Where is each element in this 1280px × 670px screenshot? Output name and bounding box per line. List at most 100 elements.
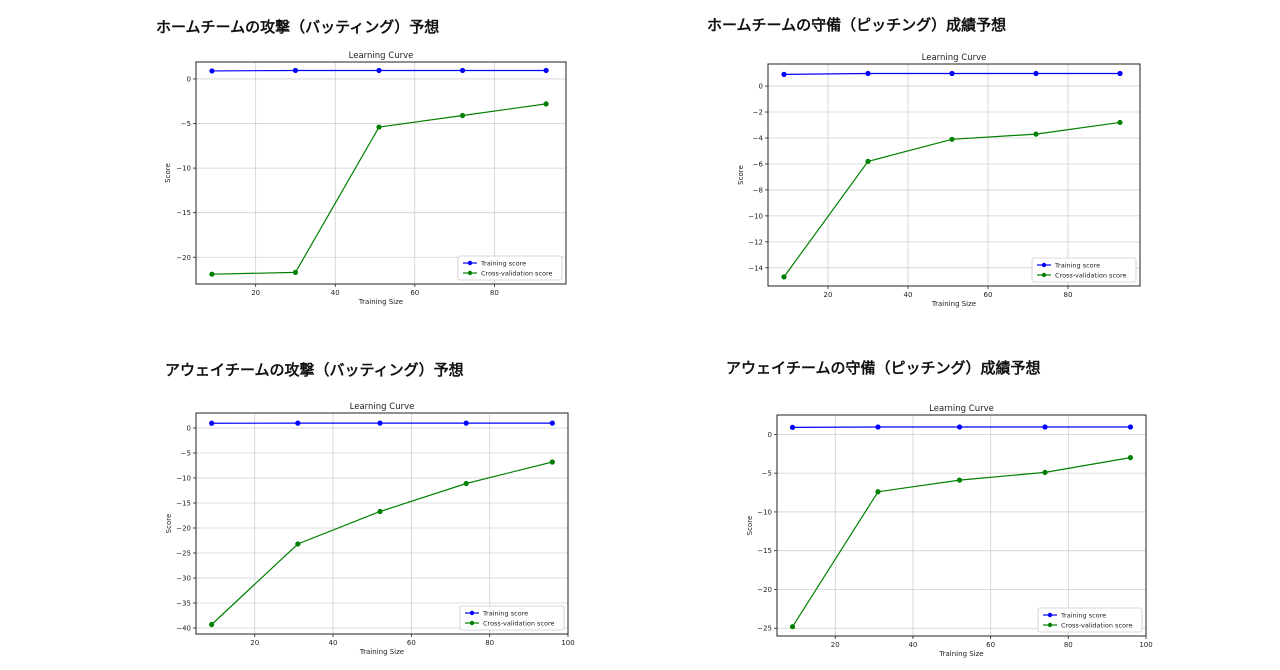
y-tick-label: −20 <box>757 586 772 594</box>
x-tick-label: 100 <box>561 639 574 647</box>
y-tick-label: −30 <box>176 575 191 583</box>
panel-title-home-batting: ホームチームの攻撃（バッティング）予想 <box>156 18 440 36</box>
plot-area-frame <box>776 414 1147 637</box>
legend-box <box>459 605 565 631</box>
y-tick-label: −10 <box>757 508 772 516</box>
data-point-cross-validation <box>1117 119 1123 126</box>
data-point-training <box>459 67 466 74</box>
legend-swatch-marker <box>1047 612 1053 618</box>
legend-label: Cross-validation score <box>481 270 553 278</box>
legend-label: Training score <box>482 610 528 618</box>
legend-label: Training score <box>480 260 526 268</box>
data-point-cross-validation <box>377 508 383 515</box>
y-tick-label: −5 <box>181 120 191 128</box>
x-tick-label: 40 <box>331 289 340 297</box>
data-point-cross-validation <box>549 459 555 465</box>
data-point-training <box>865 70 871 77</box>
data-point-training <box>1127 424 1134 430</box>
data-point-cross-validation <box>209 271 215 277</box>
y-tick-label: −5 <box>762 470 772 478</box>
x-axis-label: Training Size <box>938 650 983 658</box>
x-tick-label: 80 <box>485 639 494 647</box>
data-point-training <box>1117 70 1123 77</box>
y-tick-label: −2 <box>753 109 763 117</box>
y-tick-label: 0 <box>187 75 191 83</box>
legend-label: Training score <box>1060 612 1106 620</box>
legend-label: Cross-validation score <box>483 620 555 628</box>
data-point-cross-validation <box>459 112 466 119</box>
data-point-training <box>209 420 215 426</box>
y-tick-label: 0 <box>187 425 191 433</box>
chart-title: Learning Curve <box>929 404 994 414</box>
plot-area-frame <box>195 61 567 285</box>
data-point-training <box>543 67 549 74</box>
y-tick-label: −8 <box>753 186 763 194</box>
y-tick-label: −15 <box>757 547 772 555</box>
data-point-training <box>295 420 301 426</box>
data-point-cross-validation <box>949 136 955 142</box>
data-point-cross-validation <box>1127 455 1134 461</box>
legend-swatch-marker <box>469 620 475 626</box>
legend-swatch-marker <box>1041 262 1047 268</box>
y-tick-label: 0 <box>759 83 763 91</box>
x-axis-label: Training Size <box>358 298 403 306</box>
y-tick-label: −20 <box>176 254 191 262</box>
x-tick-label: 60 <box>986 641 995 649</box>
data-point-cross-validation <box>376 124 382 130</box>
y-tick-label: −14 <box>748 264 763 272</box>
x-tick-label: 60 <box>410 289 419 297</box>
data-point-training <box>949 70 955 77</box>
data-point-cross-validation <box>463 480 469 487</box>
data-point-training <box>956 424 963 430</box>
y-tick-label: −35 <box>176 600 191 608</box>
chart-title: Learning Curve <box>922 53 987 63</box>
data-point-training <box>292 67 299 74</box>
chart-title: Learning Curve <box>350 402 415 412</box>
x-tick-label: 100 <box>1139 641 1152 649</box>
legend-label: Cross-validation score <box>1061 622 1133 630</box>
panel-title-home-pitching: ホームチームの守備（ピッチング）成績予想 <box>707 16 1007 34</box>
x-tick-label: 20 <box>251 289 260 297</box>
x-axis-label: Training Size <box>931 300 976 308</box>
legend-swatch-marker <box>467 260 473 266</box>
x-tick-label: 40 <box>908 641 917 649</box>
plot-area-frame <box>195 412 569 635</box>
plot-area-frame <box>767 63 1141 287</box>
x-tick-label: 40 <box>904 291 913 299</box>
y-tick-label: −40 <box>176 625 191 633</box>
y-axis-label: Score <box>164 163 172 183</box>
x-tick-label: 80 <box>1064 641 1073 649</box>
data-point-training <box>875 424 881 430</box>
y-tick-label: −15 <box>176 209 191 217</box>
data-point-training <box>377 420 383 426</box>
data-point-cross-validation <box>209 621 215 628</box>
legend-box <box>457 255 563 281</box>
y-tick-label: −6 <box>753 160 764 168</box>
x-tick-label: 40 <box>329 639 338 647</box>
y-tick-label: −20 <box>176 525 191 533</box>
x-tick-label: 80 <box>490 289 499 297</box>
data-point-training <box>376 67 382 74</box>
legend-box <box>1031 257 1137 283</box>
legend-label: Cross-validation score <box>1055 272 1127 280</box>
x-tick-label: 20 <box>824 291 833 299</box>
data-point-cross-validation <box>1033 131 1039 137</box>
panel-title-away-batting: アウェイチームの攻撃（バッティング）予想 <box>165 361 464 379</box>
data-point-cross-validation <box>781 274 787 280</box>
y-tick-label: −10 <box>176 475 191 483</box>
y-tick-label: 0 <box>768 431 772 439</box>
legend-swatch-marker <box>1047 622 1053 628</box>
data-point-cross-validation <box>865 158 871 164</box>
data-point-training <box>781 71 787 77</box>
x-tick-label: 60 <box>984 291 993 299</box>
y-tick-label: −4 <box>753 135 764 143</box>
legend-swatch-marker <box>467 270 473 276</box>
x-axis-label: Training Size <box>359 648 404 656</box>
y-tick-label: −5 <box>181 450 191 458</box>
y-tick-label: −25 <box>757 625 772 633</box>
data-point-cross-validation <box>1042 469 1048 475</box>
legend-swatch-marker <box>1041 272 1047 278</box>
